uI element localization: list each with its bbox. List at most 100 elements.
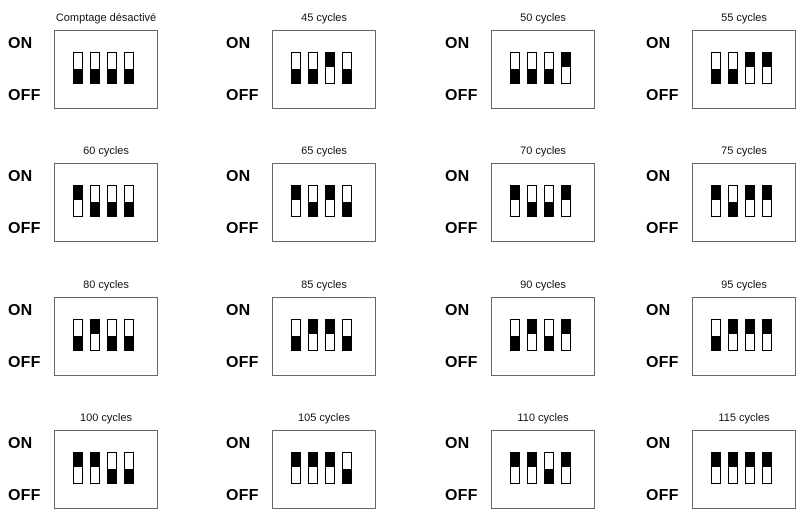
dip-switch-2-off bbox=[728, 185, 738, 217]
dip-switch-1-off bbox=[73, 52, 83, 84]
switch-group bbox=[73, 52, 134, 84]
dip-switch-4-off bbox=[342, 319, 352, 351]
dip-switch-box bbox=[272, 297, 376, 376]
config-caption: 90 cycles bbox=[520, 279, 566, 291]
on-label: ON bbox=[646, 435, 671, 452]
switch-lever bbox=[291, 452, 301, 467]
on-label: ON bbox=[226, 35, 251, 52]
dip-switch-1-on bbox=[711, 452, 721, 484]
switch-lever bbox=[745, 319, 755, 334]
dip-switch-1-off bbox=[291, 52, 301, 84]
config-caption: 75 cycles bbox=[721, 145, 767, 157]
dip-switch-2-on bbox=[90, 319, 100, 351]
on-label: ON bbox=[8, 35, 33, 52]
config-caption: 105 cycles bbox=[298, 412, 350, 424]
off-label: OFF bbox=[8, 487, 41, 504]
switch-lever bbox=[107, 202, 117, 217]
config-caption: 100 cycles bbox=[80, 412, 132, 424]
dip-switch-3-on bbox=[325, 319, 335, 351]
config-caption: 70 cycles bbox=[520, 145, 566, 157]
switch-group bbox=[291, 452, 352, 484]
on-label: ON bbox=[8, 168, 33, 185]
switch-lever bbox=[325, 185, 335, 200]
switch-lever bbox=[124, 69, 134, 84]
dip-switch-2-off bbox=[308, 185, 318, 217]
dip-switch-box bbox=[272, 430, 376, 509]
dip-switch-4-on bbox=[561, 185, 571, 217]
on-label: ON bbox=[646, 35, 671, 52]
switch-lever bbox=[107, 469, 117, 484]
switch-group bbox=[291, 319, 352, 351]
switch-group bbox=[291, 52, 352, 84]
switch-lever bbox=[90, 319, 100, 334]
dip-switch-3-off bbox=[544, 452, 554, 484]
switch-lever bbox=[90, 452, 100, 467]
config-caption: 85 cycles bbox=[301, 279, 347, 291]
on-label: ON bbox=[226, 435, 251, 452]
switch-lever bbox=[762, 52, 772, 67]
dip-switch-3-off bbox=[544, 319, 554, 351]
dip-switch-box bbox=[491, 163, 595, 242]
dip-switch-3-off bbox=[544, 185, 554, 217]
switch-lever bbox=[308, 202, 318, 217]
dip-switch-box bbox=[54, 30, 158, 109]
dip-switch-2-off bbox=[308, 52, 318, 84]
switch-lever bbox=[325, 452, 335, 467]
switch-lever bbox=[107, 69, 117, 84]
off-label: OFF bbox=[226, 354, 259, 371]
dip-switch-4-on bbox=[561, 319, 571, 351]
switch-lever bbox=[308, 319, 318, 334]
dip-switch-2-on bbox=[308, 319, 318, 351]
switch-lever bbox=[544, 69, 554, 84]
on-label: ON bbox=[226, 302, 251, 319]
switch-group bbox=[711, 319, 772, 351]
config-caption: 45 cycles bbox=[301, 12, 347, 24]
config-caption: 50 cycles bbox=[520, 12, 566, 24]
switch-lever bbox=[561, 52, 571, 67]
switch-lever bbox=[561, 319, 571, 334]
on-label: ON bbox=[646, 168, 671, 185]
switch-lever bbox=[73, 336, 83, 351]
dip-switch-box bbox=[692, 430, 796, 509]
switch-lever bbox=[728, 69, 738, 84]
switch-lever bbox=[711, 185, 721, 200]
dip-switch-3-off bbox=[107, 319, 117, 351]
on-label: ON bbox=[226, 168, 251, 185]
switch-lever bbox=[342, 469, 352, 484]
dip-switch-2-on bbox=[728, 319, 738, 351]
config-caption: 95 cycles bbox=[721, 279, 767, 291]
switch-lever bbox=[711, 452, 721, 467]
dip-switch-3-off bbox=[107, 52, 117, 84]
dip-switch-3-on bbox=[325, 52, 335, 84]
switch-lever bbox=[745, 452, 755, 467]
switch-lever bbox=[544, 336, 554, 351]
dip-switch-4-off bbox=[124, 185, 134, 217]
switch-lever bbox=[107, 336, 117, 351]
off-label: OFF bbox=[445, 487, 478, 504]
off-label: OFF bbox=[8, 220, 41, 237]
dip-switch-3-on bbox=[745, 185, 755, 217]
switch-group bbox=[291, 185, 352, 217]
config-caption: 110 cycles bbox=[517, 412, 569, 424]
dip-switch-4-on bbox=[762, 319, 772, 351]
switch-lever bbox=[527, 202, 537, 217]
switch-group bbox=[711, 185, 772, 217]
off-label: OFF bbox=[226, 220, 259, 237]
config-caption: 60 cycles bbox=[83, 145, 129, 157]
switch-lever bbox=[308, 69, 318, 84]
switch-lever bbox=[711, 336, 721, 351]
switch-lever bbox=[342, 336, 352, 351]
switch-lever bbox=[728, 319, 738, 334]
dip-switch-box bbox=[692, 163, 796, 242]
dip-switch-2-on bbox=[308, 452, 318, 484]
dip-switch-4-off bbox=[124, 319, 134, 351]
switch-lever bbox=[291, 69, 301, 84]
dip-switch-1-off bbox=[510, 319, 520, 351]
dip-switch-box bbox=[491, 430, 595, 509]
switch-lever bbox=[561, 185, 571, 200]
dip-switch-3-on bbox=[325, 185, 335, 217]
config-caption: 65 cycles bbox=[301, 145, 347, 157]
off-label: OFF bbox=[646, 220, 679, 237]
switch-group bbox=[73, 452, 134, 484]
dip-switch-1-on bbox=[73, 452, 83, 484]
